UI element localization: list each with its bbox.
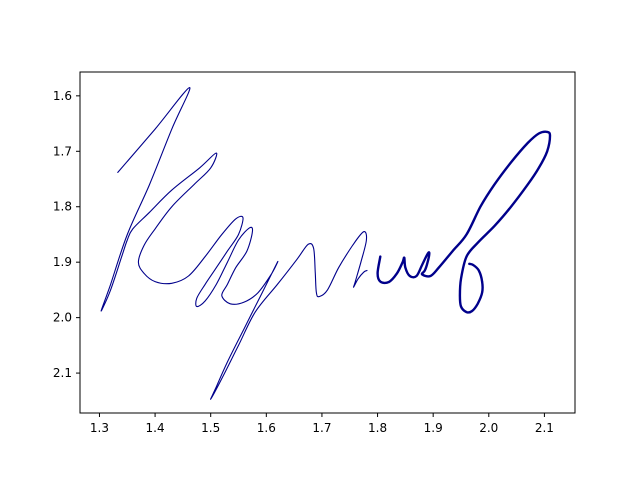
- y-tick-label: 2.0: [53, 311, 72, 325]
- x-tick-label: 1.9: [424, 421, 443, 435]
- y-tick-label: 2.1: [53, 366, 72, 380]
- x-axis: 1.3 1.4 1.5 1.6 1.7 1.8 1.9 2.0 2.1: [90, 413, 554, 435]
- x-tick-label: 2.1: [535, 421, 554, 435]
- series-layer: [100, 86, 552, 400]
- x-tick-label: 1.3: [90, 421, 109, 435]
- y-axis: 1.6 1.7 1.8 1.9 2.0 2.1: [53, 89, 80, 380]
- signature-stroke-2: [376, 130, 552, 314]
- x-tick-label: 1.5: [201, 421, 220, 435]
- axes-frame: [79, 71, 576, 414]
- x-tick-label: 2.0: [479, 421, 498, 435]
- y-tick-label: 1.8: [53, 200, 72, 214]
- x-tick-label: 1.8: [368, 421, 387, 435]
- x-tick-label: 1.7: [312, 421, 331, 435]
- x-tick-label: 1.4: [146, 421, 165, 435]
- x-tick-label: 1.6: [257, 421, 276, 435]
- y-tick-label: 1.6: [53, 89, 72, 103]
- signature-stroke-1: [100, 86, 368, 400]
- y-tick-label: 1.7: [53, 144, 72, 158]
- y-tick-label: 1.9: [53, 255, 72, 269]
